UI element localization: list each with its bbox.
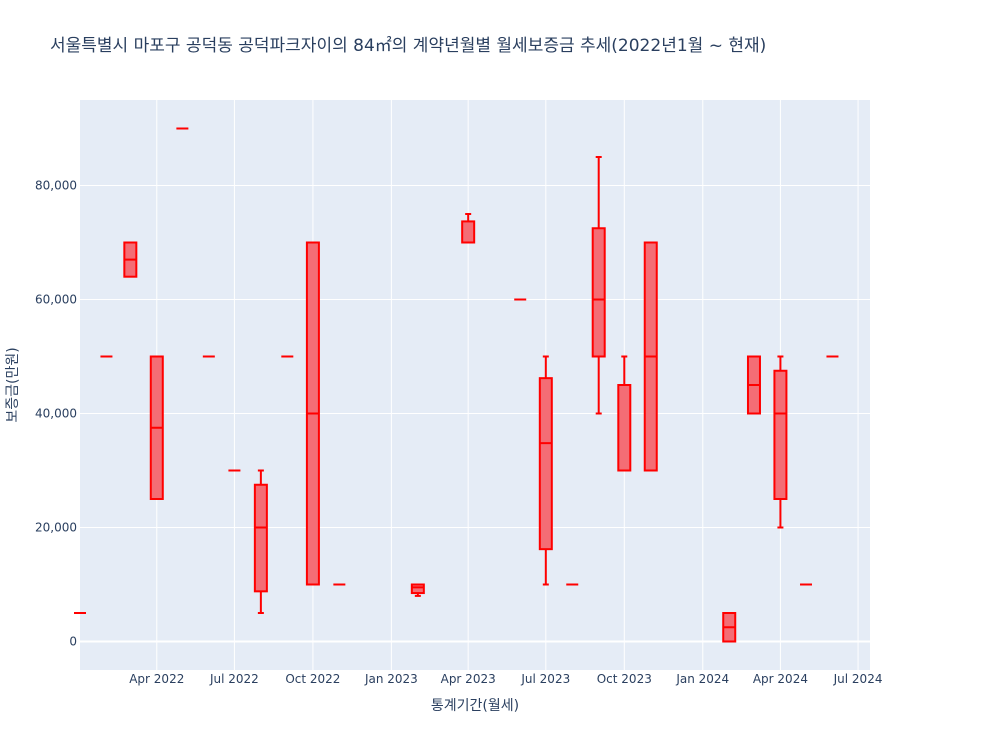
x-tick-label: Jan 2023 — [364, 672, 418, 686]
x-tick-label: Apr 2024 — [753, 672, 808, 686]
y-axis-ticks: 0 20,000 40,000 60,000 80,000 — [35, 179, 77, 649]
box-mark — [773, 355, 788, 529]
y-tick-label: 60,000 — [35, 293, 77, 307]
plot-background — [80, 100, 870, 670]
chart-title: 서울특별시 마포구 공덕동 공덕파크자이의 84㎡의 계약년월별 월세보증금 추… — [50, 36, 767, 56]
box-body — [617, 384, 632, 472]
box-mark — [253, 469, 268, 614]
box-mark — [643, 241, 658, 472]
x-tick-label: Jul 2023 — [520, 672, 570, 686]
box-series — [74, 127, 839, 643]
box-mark — [746, 355, 761, 415]
box-mark — [410, 583, 425, 597]
y-axis-title: 보증금(만원) — [5, 347, 21, 422]
x-tick-label: Oct 2022 — [285, 672, 340, 686]
box-mark — [305, 241, 320, 586]
x-tick-label: Apr 2022 — [129, 672, 184, 686]
x-tick-label: Oct 2023 — [597, 672, 652, 686]
box-body — [773, 369, 788, 500]
x-axis-title: 통계기간(월세) — [431, 698, 519, 714]
x-tick-label: Jul 2022 — [209, 672, 259, 686]
box-body — [461, 220, 476, 244]
box-mark — [461, 213, 476, 244]
x-tick-label: Apr 2023 — [441, 672, 496, 686]
box-body — [253, 483, 268, 593]
x-axis-ticks: Apr 2022 Jul 2022 Oct 2022 Jan 2023 Apr 2023… — [129, 672, 882, 686]
y-tick-label: 80,000 — [35, 179, 77, 193]
box-mark — [149, 355, 164, 500]
box-mark — [722, 612, 737, 643]
box-body — [591, 227, 606, 358]
x-tick-label: Jan 2024 — [675, 672, 729, 686]
box-body — [538, 377, 553, 551]
y-tick-label: 40,000 — [35, 407, 77, 421]
box-body — [410, 583, 425, 595]
box-mark — [538, 355, 553, 586]
y-tick-label: 20,000 — [35, 521, 77, 535]
box-mark — [617, 355, 632, 472]
y-tick-label: 0 — [69, 635, 77, 649]
box-mark — [123, 241, 138, 278]
x-tick-label: Jul 2024 — [833, 672, 883, 686]
box-mark — [591, 156, 606, 415]
